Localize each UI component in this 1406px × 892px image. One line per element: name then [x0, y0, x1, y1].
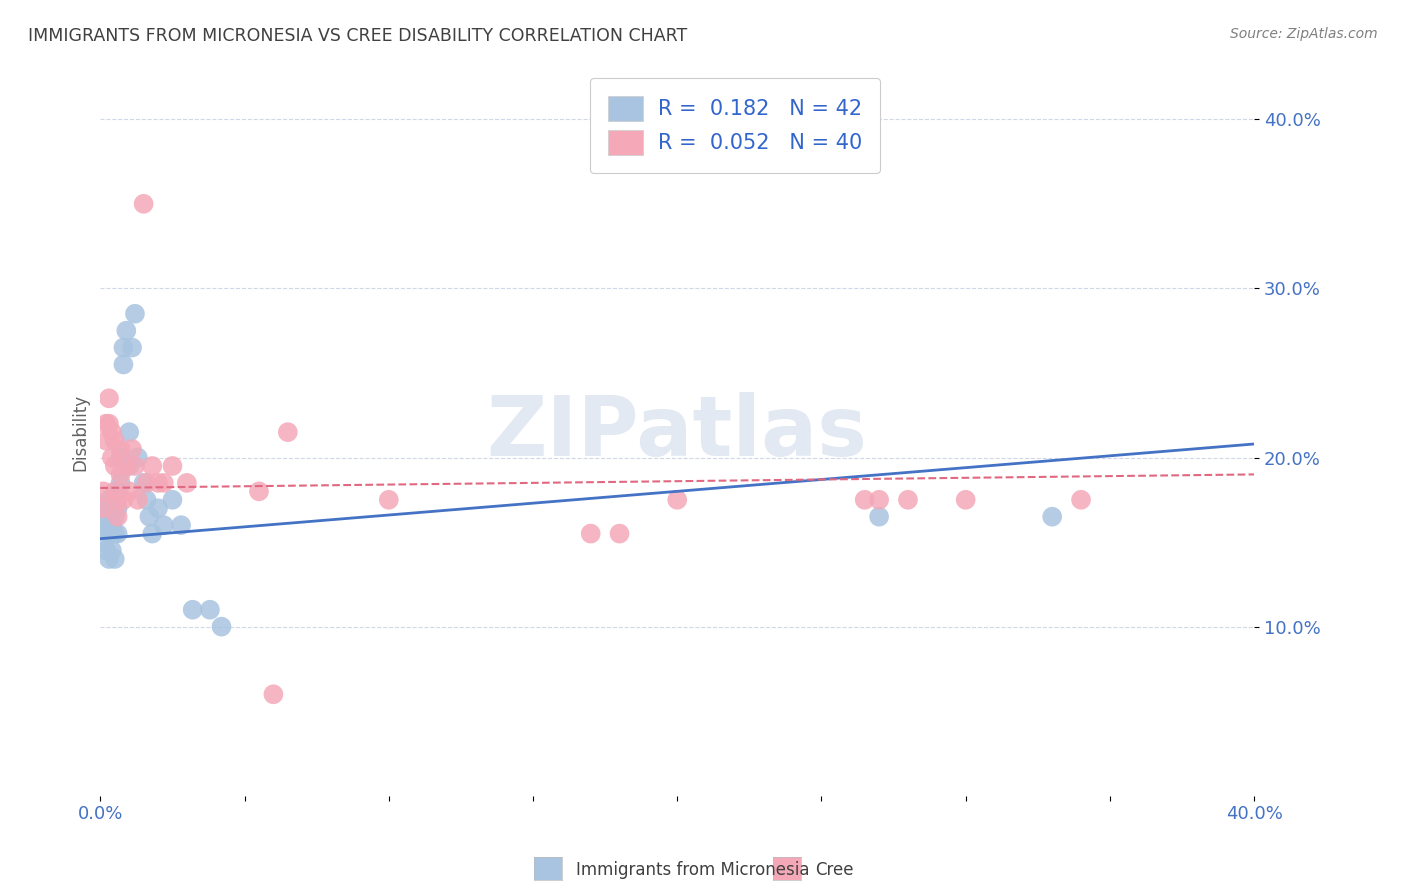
Point: [127, 492, 149, 507]
Point: [170, 518, 193, 533]
Point: [104, 434, 127, 448]
Point: [104, 492, 127, 507]
Point: [118, 484, 141, 499]
Point: [121, 442, 143, 456]
Point: [101, 518, 124, 533]
Point: [262, 687, 284, 701]
Point: [211, 620, 233, 634]
Point: [121, 341, 143, 355]
Point: [127, 450, 149, 465]
Text: ZIPatlas: ZIPatlas: [486, 392, 868, 473]
Point: [118, 425, 141, 439]
Point: [135, 475, 157, 490]
Point: [124, 307, 146, 321]
Text: Source: ZipAtlas.com: Source: ZipAtlas.com: [1230, 27, 1378, 41]
Point: [101, 450, 124, 465]
Point: [110, 450, 132, 465]
Point: [115, 324, 138, 338]
Point: [277, 425, 299, 439]
Text: IMMIGRANTS FROM MICRONESIA VS CREE DISABILITY CORRELATION CHART: IMMIGRANTS FROM MICRONESIA VS CREE DISAB…: [28, 27, 688, 45]
Point: [141, 526, 163, 541]
Point: [107, 509, 129, 524]
Point: [868, 509, 890, 524]
Point: [853, 492, 876, 507]
Point: [98, 417, 121, 431]
Point: [146, 501, 169, 516]
Point: [107, 484, 129, 499]
Point: [112, 492, 135, 507]
Point: [153, 518, 176, 533]
Point: [181, 603, 204, 617]
Point: [91, 518, 114, 533]
Point: [955, 492, 977, 507]
Point: [897, 492, 920, 507]
Point: [110, 475, 132, 490]
Point: [98, 552, 121, 566]
Point: [91, 535, 114, 549]
Point: [132, 475, 155, 490]
Point: [666, 492, 689, 507]
Point: [98, 492, 121, 507]
Point: [162, 458, 184, 473]
Point: [1070, 492, 1092, 507]
Point: [94, 417, 117, 431]
Text: Cree: Cree: [815, 861, 853, 879]
Point: [868, 492, 890, 507]
Point: [104, 509, 127, 524]
Point: [378, 492, 401, 507]
Point: [104, 552, 127, 566]
Point: [104, 526, 127, 541]
Point: [579, 526, 602, 541]
Point: [101, 425, 124, 439]
Point: [198, 603, 221, 617]
Point: [104, 484, 127, 499]
Point: [101, 543, 124, 558]
Point: [98, 526, 121, 541]
Point: [153, 475, 176, 490]
Point: [94, 501, 117, 516]
Point: [162, 492, 184, 507]
Point: [94, 434, 117, 448]
Point: [176, 475, 198, 490]
Point: [247, 484, 270, 499]
Point: [112, 341, 135, 355]
Point: [94, 543, 117, 558]
Point: [124, 458, 146, 473]
Point: [107, 526, 129, 541]
Point: [104, 458, 127, 473]
Point: [94, 518, 117, 533]
Point: [138, 509, 160, 524]
Point: [91, 484, 114, 499]
Point: [1040, 509, 1063, 524]
Point: [115, 458, 138, 473]
Text: Immigrants from Micronesia: Immigrants from Micronesia: [576, 861, 810, 879]
Point: [110, 442, 132, 456]
Point: [98, 509, 121, 524]
Point: [118, 458, 141, 473]
Point: [132, 196, 155, 211]
Point: [107, 501, 129, 516]
Legend: R =  0.182   N = 42, R =  0.052   N = 40: R = 0.182 N = 42, R = 0.052 N = 40: [591, 78, 880, 173]
Point: [107, 492, 129, 507]
Point: [98, 392, 121, 406]
Point: [110, 467, 132, 482]
Point: [135, 492, 157, 507]
Point: [112, 358, 135, 372]
Point: [101, 501, 124, 516]
Point: [141, 458, 163, 473]
Point: [91, 501, 114, 516]
Point: [609, 526, 631, 541]
Y-axis label: Disability: Disability: [72, 393, 89, 471]
Point: [146, 475, 169, 490]
